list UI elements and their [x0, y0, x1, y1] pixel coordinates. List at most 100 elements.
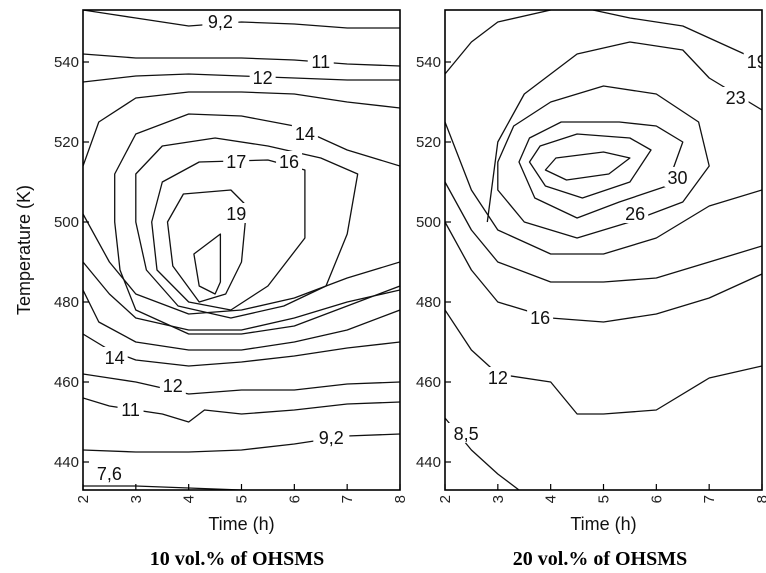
y-tick-label: 440 [54, 454, 79, 471]
plot-frame [444, 9, 763, 491]
contour-label-bg [527, 307, 554, 327]
contour-line-unlabeled-11 [544, 151, 631, 181]
contour-label-bg [223, 151, 250, 171]
contour-label: 8,5 [454, 424, 479, 444]
contour-line-12-9 [83, 73, 400, 83]
panel-caption: 20 vol.% of OHSMS [513, 548, 687, 570]
contour-label-bg [313, 427, 350, 447]
x-tick-label: 8 [392, 495, 409, 503]
y-tick-label: 540 [416, 54, 441, 71]
y-tick-label: 500 [416, 214, 441, 231]
x-tick-label: 7 [701, 495, 718, 503]
x-tick-label: 6 [648, 495, 665, 503]
contour-label: 12 [163, 376, 183, 396]
contour-label-bg [101, 347, 128, 367]
contour-label-bg [202, 11, 239, 31]
contour-line-16-13 [135, 137, 359, 319]
contour-line-23-5 [486, 41, 762, 223]
contour-line-7-6-0 [83, 485, 242, 490]
contour-line-12-1 [445, 309, 762, 415]
x-tick-label: 3 [490, 495, 507, 503]
contour-line-30-9 [518, 121, 684, 219]
contour-label: 30 [667, 168, 687, 188]
contour-line-16-2 [445, 221, 762, 323]
contour-line-19-6 [445, 10, 551, 75]
y-tick-label: 540 [54, 54, 79, 71]
y-tick-label: 440 [416, 454, 441, 471]
contour-label: 11 [121, 400, 140, 420]
contour-line-17-14 [151, 159, 306, 311]
contour-label: 23 [726, 88, 746, 108]
contour-line-9-2-11 [83, 10, 400, 29]
x-tick-label: 2 [437, 495, 454, 503]
contour-label-bg [743, 51, 762, 71]
x-tick-label: 7 [339, 495, 356, 503]
x-tick-label: 4 [543, 495, 560, 503]
contour-line-unlabeled-3 [445, 181, 762, 283]
contour-line-19-15 [166, 189, 248, 303]
contour-label: 16 [530, 308, 550, 328]
contour-line-26-8 [497, 85, 710, 239]
contour-line-unlabeled-10 [528, 133, 652, 199]
contour-line-9-2-1 [83, 433, 400, 453]
contour-label: 16 [279, 152, 299, 172]
panel-left: 7,6 9,2 11 12 14 12 11 9,2 14 16 17 19 2 3 4 5 6 7 8 440 460… [14, 9, 409, 570]
contour-line-unlabeled-16 [193, 233, 222, 295]
contour-label-bg [276, 151, 303, 171]
panel-caption: 10 vol.% of OHSMS [150, 548, 324, 570]
contour-label-bg [484, 367, 511, 387]
contour-label-bg [307, 51, 334, 71]
x-axis-label: Time (h) [208, 514, 274, 534]
y-tick-label: 460 [416, 374, 441, 391]
contour-line-unlabeled-5 [83, 289, 400, 351]
y-tick-label: 480 [416, 294, 441, 311]
contour-label: 19 [747, 52, 766, 72]
contour-label: 12 [488, 368, 508, 388]
contour-label-bg [448, 423, 485, 443]
x-tick-label: 4 [181, 495, 198, 503]
contour-line-unlabeled-8 [83, 91, 400, 167]
x-axis-label: Time (h) [570, 514, 636, 534]
contour-label-bg [91, 463, 128, 483]
contour-label: 17 [226, 152, 246, 172]
x-tick-label: 5 [596, 495, 613, 503]
contour-label-bg [249, 67, 276, 87]
panel-right: 8,51216231926302345678440460480500520540… [416, 9, 766, 570]
x-tick-label: 2 [75, 495, 92, 503]
contour-line-unlabeled-6 [83, 261, 400, 331]
contour-label: 9,2 [319, 428, 344, 448]
contour-label: 12 [253, 68, 273, 88]
contour-label-bg [722, 87, 749, 107]
x-tick-label: 3 [128, 495, 145, 503]
contour-label: 14 [295, 124, 315, 144]
contour-line-11-10 [83, 53, 400, 67]
y-tick-label: 520 [416, 134, 441, 151]
contour-label: 7,6 [97, 464, 122, 484]
contour-label-bg [159, 375, 186, 395]
x-tick-label: 8 [754, 495, 766, 503]
contour-label: 14 [105, 348, 125, 368]
contour-label-bg [117, 399, 144, 419]
contour-label-bg [291, 123, 318, 143]
contour-label-bg [664, 167, 691, 187]
x-tick-label: 5 [234, 495, 251, 503]
contour-line-unlabeled-7 [83, 213, 400, 315]
plot-area: 7,6 9,2 11 12 14 12 11 9,2 14 16 17 19 [83, 10, 400, 490]
y-tick-label: 520 [54, 134, 79, 151]
contour-label-bg [622, 203, 649, 223]
y-tick-label: 480 [54, 294, 79, 311]
contour-label: 19 [226, 204, 246, 224]
contour-line-14-12 [114, 113, 400, 335]
contour-line-12-3 [83, 373, 400, 395]
x-tick-label: 6 [286, 495, 303, 503]
contour-label: 11 [311, 52, 330, 72]
contour-line-unlabeled-4 [445, 121, 762, 255]
y-tick-label: 500 [54, 214, 79, 231]
contour-label: 26 [625, 204, 645, 224]
y-tick-label: 460 [54, 374, 79, 391]
contour-line-unlabeled-7 [592, 10, 762, 63]
contour-label: 9,2 [208, 12, 233, 32]
